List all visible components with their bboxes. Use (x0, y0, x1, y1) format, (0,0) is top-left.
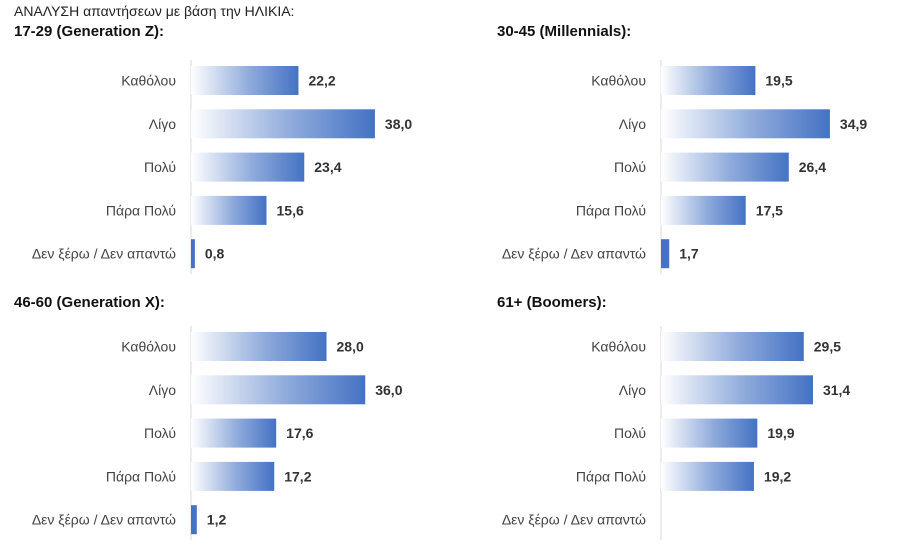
value-label: 15,6 (277, 202, 304, 218)
bar (661, 152, 789, 182)
value-label: 19,9 (767, 425, 794, 441)
value-label: 38,0 (385, 116, 412, 132)
bar (661, 66, 756, 95)
bar (661, 418, 758, 448)
category-label: Δεν ξέρω / Δεν απαντώ (502, 512, 646, 528)
bar (191, 195, 267, 225)
category-label: Δεν ξέρω / Δεν απαντώ (32, 512, 176, 528)
value-label: 36,0 (375, 382, 402, 398)
value-label: 17,5 (756, 202, 783, 218)
value-label: 1,2 (207, 512, 227, 528)
value-label: 19,5 (765, 73, 792, 89)
bar (191, 461, 275, 491)
bar (191, 375, 366, 405)
bar (661, 195, 746, 225)
value-label: 23,4 (314, 159, 341, 175)
category-label: Καθόλου (121, 339, 176, 355)
category-label: Καθόλου (121, 73, 176, 89)
value-label: 22,2 (308, 73, 335, 89)
category-label: Πολύ (144, 425, 176, 441)
category-label: Λίγο (149, 382, 176, 398)
page-header: ΑΝΑΛΥΣΗ απαντήσεων με βάση την ΗΛΙΚΙΑ: (14, 3, 295, 19)
chart-title-gen-x: 46-60 (Generation X): (14, 294, 165, 311)
bar (191, 505, 197, 535)
bar-chart-gen-z: Καθόλου 22,2 Λίγο 38,0 Πολύ 23,4 Πάρα Πολύ 15,6… (32, 60, 412, 275)
bar-chart-boomers: Καθόλου 29,5 Λίγο 31,4 Πολύ 19,9 Πάρα Πολύ 19,2… (502, 326, 850, 541)
bar (661, 239, 670, 269)
value-label: 19,2 (764, 468, 791, 484)
value-label: 34,9 (840, 116, 867, 132)
value-label: 17,6 (286, 425, 313, 441)
bar (661, 109, 830, 139)
bar-chart-millennials: Καθόλου 19,5 Λίγο 34,9 Πολύ 26,4 Πάρα Πολύ 17,5… (502, 60, 867, 275)
chart-title-gen-z: 17-29 (Generation Z): (14, 23, 165, 40)
bar (191, 66, 299, 95)
category-label: Πάρα Πολύ (106, 468, 176, 484)
category-label: Πάρα Πολύ (576, 468, 646, 484)
bar (191, 418, 277, 448)
value-label: 17,2 (284, 468, 311, 484)
value-label: 1,7 (679, 246, 699, 262)
bar-chart-gen-x: Καθόλου 28,0 Λίγο 36,0 Πολύ 17,6 Πάρα Πολύ 17,2… (32, 326, 403, 541)
category-label: Πάρα Πολύ (106, 202, 176, 218)
category-label: Δεν ξέρω / Δεν απαντώ (32, 246, 176, 262)
bar (191, 332, 327, 361)
bar (191, 152, 305, 182)
category-label: Δεν ξέρω / Δεν απαντώ (502, 246, 646, 262)
value-label: 0,8 (205, 246, 225, 262)
category-label: Πολύ (614, 425, 646, 441)
value-label: 26,4 (799, 159, 826, 175)
value-label: 29,5 (814, 339, 841, 355)
category-label: Λίγο (619, 116, 646, 132)
category-label: Λίγο (149, 116, 176, 132)
category-label: Λίγο (619, 382, 646, 398)
chart-title-boomers: 61+ (Boomers): (497, 294, 607, 311)
category-label: Καθόλου (591, 339, 646, 355)
category-label: Καθόλου (591, 73, 646, 89)
value-label: 28,0 (337, 339, 364, 355)
bar (661, 461, 754, 491)
category-label: Πάρα Πολύ (576, 202, 646, 218)
bar (191, 109, 375, 139)
category-label: Πολύ (614, 159, 646, 175)
chart-title-millennials: 30-45 (Millennials): (497, 23, 632, 40)
value-label: 31,4 (823, 382, 850, 398)
bar (661, 375, 813, 405)
category-label: Πολύ (144, 159, 176, 175)
bar (191, 239, 195, 269)
bar (661, 332, 804, 361)
